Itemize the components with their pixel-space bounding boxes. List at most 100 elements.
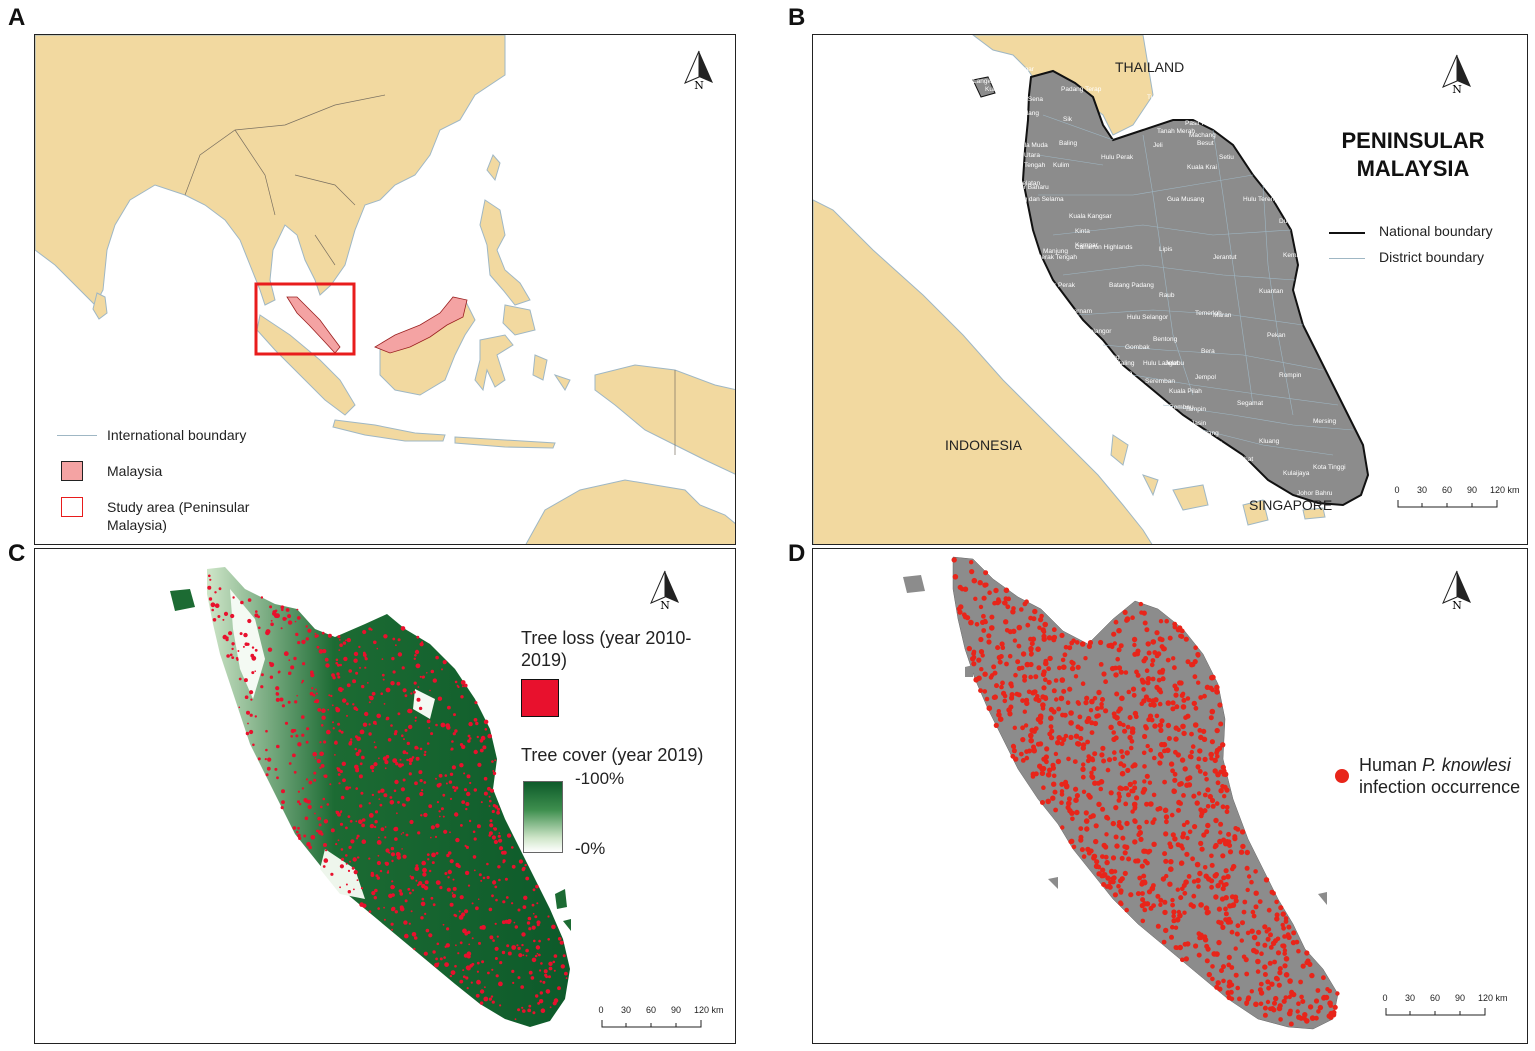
tree-loss-patch xyxy=(506,944,510,948)
scale-tick-label: 120 km xyxy=(1478,993,1508,1003)
tree-loss-patch xyxy=(544,973,548,977)
tree-loss-patch xyxy=(287,700,291,704)
infection-point xyxy=(1289,990,1295,997)
infection-point xyxy=(1233,946,1238,951)
infection-point xyxy=(1316,1009,1321,1014)
infection-point xyxy=(1142,620,1148,626)
tree-loss-patch xyxy=(540,962,543,965)
infection-point xyxy=(1087,640,1093,646)
tree-loss-patch xyxy=(517,976,521,980)
infection-point xyxy=(1113,805,1119,811)
district-label: Kerian xyxy=(1007,202,1026,209)
tree-loss-patch xyxy=(458,910,461,913)
infection-point xyxy=(1100,806,1106,812)
tree-loss-patch xyxy=(450,747,454,751)
tree-loss-patch xyxy=(272,611,277,616)
tree-loss-patch xyxy=(449,902,454,907)
tree-loss-patch xyxy=(323,843,327,847)
tree-loss-patch xyxy=(531,925,536,930)
tree-loss-patch xyxy=(468,721,473,727)
tree-loss-patch xyxy=(218,587,222,591)
infection-point xyxy=(1204,958,1210,964)
tree-loss-patch xyxy=(340,848,344,851)
infection-point xyxy=(1139,677,1145,683)
tree-loss-patch xyxy=(312,751,318,757)
infection-point xyxy=(1170,897,1175,903)
infection-point xyxy=(1151,792,1157,798)
infection-point xyxy=(1295,1009,1300,1014)
infection-point xyxy=(1202,792,1208,798)
tree-loss-patch xyxy=(254,648,258,652)
infection-point xyxy=(1132,710,1139,717)
peninsular-malaysia-shape xyxy=(286,296,341,354)
infection-point xyxy=(1022,674,1028,680)
infection-point xyxy=(973,596,978,601)
infection-point xyxy=(986,639,992,645)
tree-loss-patch xyxy=(487,733,493,739)
infection-point xyxy=(1165,722,1172,729)
tree-loss-patch xyxy=(266,766,271,771)
infection-point xyxy=(1170,768,1175,774)
tree-loss-patch xyxy=(523,895,528,900)
tree-loss-patch xyxy=(326,803,330,806)
tree-loss-patch xyxy=(349,740,353,744)
tree-loss-patch xyxy=(303,798,308,803)
infection-point xyxy=(1177,912,1183,919)
infection-point xyxy=(1262,972,1268,977)
infection-point xyxy=(1179,634,1185,639)
infection-point xyxy=(1114,715,1120,721)
tree-loss-patch xyxy=(447,851,452,855)
infection-point xyxy=(1162,779,1167,785)
tree-loss-patch xyxy=(269,675,274,679)
infection-point xyxy=(1162,909,1168,916)
infection-point xyxy=(1086,754,1091,759)
legend-national-boundary: National boundary xyxy=(1329,223,1527,243)
district-label: Hulu Terengganu xyxy=(1243,196,1293,203)
tree-loss-patch xyxy=(493,827,498,831)
infection-point xyxy=(1174,704,1180,710)
tree-loss-patch xyxy=(435,851,439,855)
infection-point xyxy=(1185,659,1191,665)
tree-loss-patch xyxy=(314,632,317,635)
tree-loss-patch xyxy=(359,729,365,735)
tree-loss-patch xyxy=(297,641,301,645)
infection-point xyxy=(1277,970,1283,976)
infection-point xyxy=(1065,804,1071,811)
infection-point xyxy=(1209,884,1214,890)
district-label: Hulu Langat xyxy=(1143,360,1178,367)
tree-loss-patch xyxy=(518,953,523,958)
infection-point xyxy=(1153,697,1159,703)
infection-point xyxy=(1122,870,1128,876)
tree-loss-patch xyxy=(421,789,424,792)
tree-loss-patch xyxy=(442,815,445,818)
infection-point xyxy=(1098,662,1104,667)
tree-loss-patch xyxy=(488,834,492,837)
infection-point xyxy=(1011,628,1017,634)
tree-loss-patch xyxy=(498,838,503,843)
tree-loss-patch xyxy=(404,933,409,939)
infection-point xyxy=(1078,736,1084,741)
singapore-label: SINGAPORE xyxy=(1249,497,1333,513)
tree-loss-patch xyxy=(373,825,377,829)
infection-point xyxy=(997,716,1004,722)
legend-international-boundary: International boundary xyxy=(57,427,357,447)
tree-loss-patch xyxy=(548,966,553,971)
infection-point xyxy=(1258,1001,1264,1007)
tree-loss-patch xyxy=(209,578,212,581)
infection-point xyxy=(1119,770,1126,777)
infection-point xyxy=(1244,1000,1250,1006)
infection-point xyxy=(1244,971,1250,977)
tree-loss-patch xyxy=(413,681,417,685)
district-label: Kuantan xyxy=(1259,288,1284,295)
infection-point xyxy=(1131,692,1137,698)
infection-point xyxy=(1185,835,1190,841)
infection-legend-line2: infection occurrence xyxy=(1359,777,1521,797)
tree-loss-patch xyxy=(281,704,285,708)
tree-loss-patch xyxy=(274,767,278,771)
district-label: Machang xyxy=(1189,132,1216,139)
tree-loss-patch xyxy=(295,734,299,738)
infection-point xyxy=(1194,861,1201,868)
infection-point xyxy=(1272,1000,1277,1006)
infection-point xyxy=(1051,773,1057,779)
tree-loss-patch xyxy=(536,923,540,927)
